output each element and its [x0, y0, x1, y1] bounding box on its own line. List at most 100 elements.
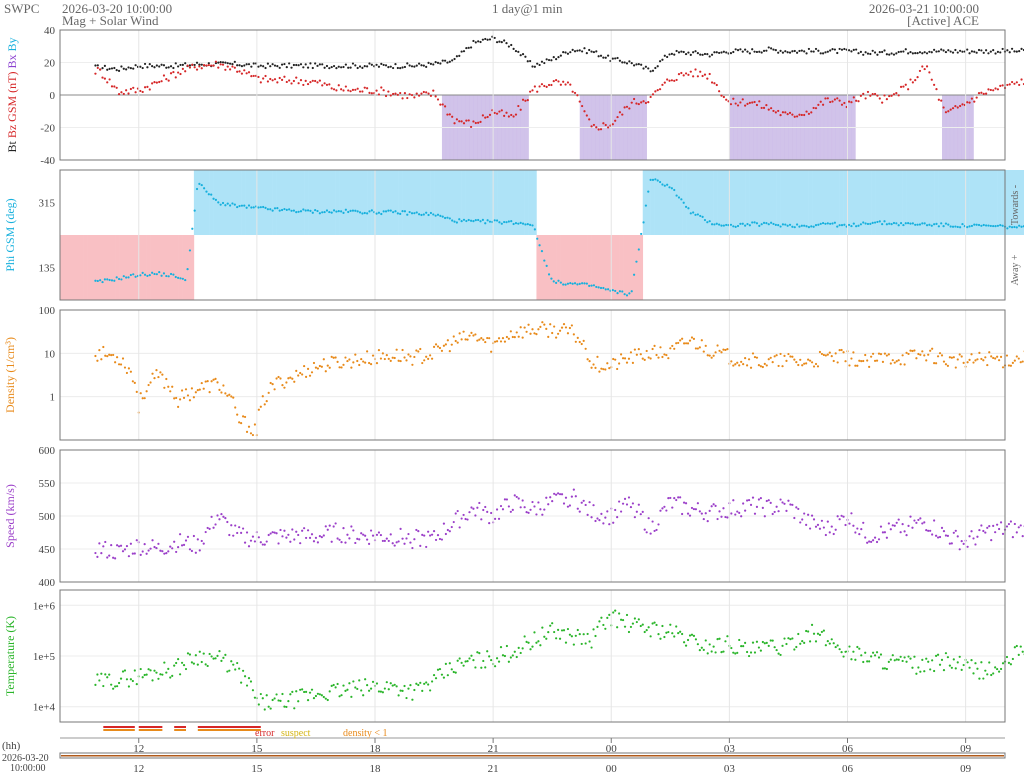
data-point-bz	[538, 85, 541, 88]
data-point-bt	[399, 66, 402, 70]
data-point-bz	[663, 81, 666, 84]
data-point-bz	[982, 92, 985, 95]
data-point-bt	[285, 66, 288, 69]
data-point-temperature	[121, 670, 125, 673]
data-point-bt	[231, 63, 234, 66]
overview-tick-label: 12	[133, 763, 144, 775]
data-point-bz	[819, 100, 822, 103]
data-point-temperature	[820, 630, 824, 634]
data-point-phi	[236, 205, 239, 209]
data-point-bz	[434, 95, 437, 98]
data-point-temperature	[938, 663, 942, 666]
data-point-speed	[938, 535, 942, 539]
data-point-speed	[962, 542, 965, 545]
data-point-density	[899, 363, 902, 366]
data-point-bz	[99, 68, 102, 71]
data-point-phi	[493, 219, 496, 222]
away-shade	[599, 235, 604, 300]
data-point-temperature	[326, 698, 329, 702]
data-point-temperature	[423, 682, 426, 685]
away-shade	[587, 235, 592, 300]
data-point-temperature	[409, 684, 412, 687]
data-point-speed	[684, 502, 688, 505]
data-point-speed	[854, 531, 857, 534]
data-point-temperature	[1013, 646, 1016, 649]
data-point-temperature	[456, 659, 459, 662]
data-point-speed	[403, 542, 406, 545]
data-point-density	[759, 365, 762, 368]
data-point-density	[350, 366, 353, 369]
data-point-temperature	[616, 626, 619, 629]
data-point-density	[999, 355, 1003, 358]
data-point-phi	[380, 212, 383, 216]
data-point-temperature	[395, 685, 398, 688]
data-point-phi	[425, 211, 428, 214]
data-point-phi	[840, 224, 844, 227]
data-point-phi	[262, 205, 265, 209]
data-point-bz	[862, 92, 865, 95]
data-point-bz	[347, 89, 350, 92]
x-tick-label: 03	[724, 743, 736, 755]
towards-shade	[910, 170, 915, 235]
data-point-temperature	[818, 633, 822, 636]
data-point-phi	[999, 224, 1002, 227]
data-point-bt	[836, 51, 839, 55]
data-point-density	[812, 365, 816, 368]
data-point-density	[515, 331, 518, 334]
data-point-bz	[314, 79, 317, 83]
data-point-phi	[713, 223, 716, 226]
data-point-temperature	[911, 666, 914, 669]
data-point-bz	[793, 115, 796, 118]
data-point-phi	[259, 206, 262, 209]
error-flag	[174, 726, 186, 728]
data-point-temperature	[976, 667, 979, 670]
data-point-temperature	[956, 661, 959, 664]
towards-shade	[788, 170, 793, 235]
away-shade	[126, 235, 132, 300]
data-point-bt	[684, 52, 688, 56]
data-point-bz	[767, 108, 770, 111]
y-tick-label: 315	[39, 198, 56, 210]
data-point-temperature	[393, 683, 396, 686]
data-point-density	[834, 352, 837, 355]
data-point-density	[285, 381, 288, 384]
data-point-phi	[881, 223, 884, 226]
data-point-phi	[821, 221, 825, 225]
data-point-phi	[172, 273, 175, 276]
data-point-bt	[524, 55, 527, 58]
away-shade	[540, 235, 545, 300]
data-point-speed	[868, 540, 871, 543]
data-point-bt	[838, 47, 841, 51]
towards-shade	[457, 170, 462, 235]
data-point-density	[1017, 357, 1020, 360]
data-point-bt	[614, 57, 617, 60]
overview-fill	[61, 755, 1004, 757]
away-shade	[556, 235, 561, 300]
data-point-bt	[755, 50, 759, 54]
data-point-density	[366, 350, 369, 353]
data-point-speed	[828, 531, 831, 534]
data-point-bt	[340, 66, 343, 69]
data-point-bz	[486, 115, 489, 119]
data-point-bt	[467, 46, 470, 49]
data-point-phi	[356, 210, 359, 213]
data-point-bt	[1018, 50, 1021, 53]
data-point-temperature	[295, 690, 298, 693]
data-point-temperature	[391, 684, 394, 687]
data-point-phi	[914, 223, 917, 226]
data-point-phi	[592, 284, 596, 287]
data-point-temperature	[385, 681, 388, 684]
data-point-temperature	[206, 664, 209, 668]
towards-shade	[343, 170, 348, 235]
data-point-phi	[484, 222, 487, 225]
data-point-bt	[562, 51, 565, 54]
x-tick-label: 00	[606, 743, 618, 755]
data-point-temperature	[401, 689, 404, 692]
data-point-bz	[290, 82, 293, 85]
data-point-speed	[501, 508, 505, 511]
data-point-bt	[661, 58, 664, 61]
data-point-temperature	[417, 683, 420, 687]
data-point-density	[805, 362, 808, 365]
data-point-bz	[571, 90, 574, 93]
data-point-temperature	[619, 618, 623, 621]
